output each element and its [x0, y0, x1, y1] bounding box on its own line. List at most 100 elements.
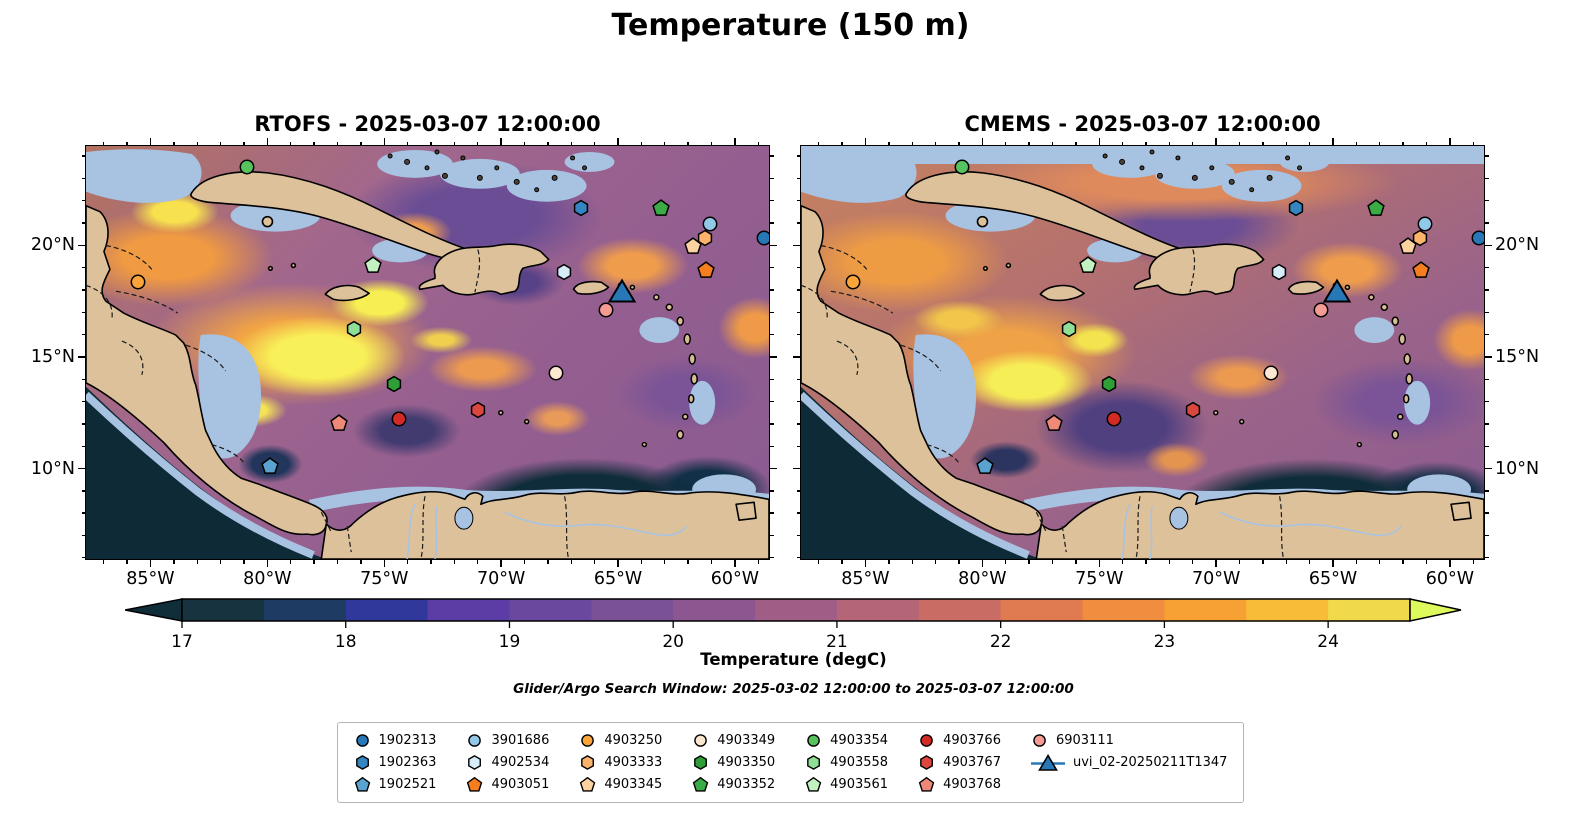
- colorbar-tick-label: 22: [989, 632, 1012, 652]
- axis-tick: [981, 138, 984, 145]
- hexagon-legend-icon: [581, 755, 595, 770]
- legend-entry-4902534: 4902534: [466, 752, 549, 773]
- marker-4903345: [1399, 237, 1417, 254]
- axis-tick: [547, 560, 549, 564]
- axis-tick: [1485, 155, 1489, 157]
- axis-tick: [793, 244, 800, 247]
- axis-tick: [1485, 467, 1492, 470]
- axis-tick: [770, 557, 774, 559]
- legend-column: 4903349 4903350 4903352: [692, 730, 775, 795]
- marker-4903349: [548, 365, 564, 381]
- axis-tick: [430, 560, 432, 564]
- axis-tick: [934, 141, 937, 145]
- marker-4903349: [1263, 365, 1279, 381]
- axis-tick: [1168, 560, 1171, 564]
- pentagon-legend-icon: [692, 776, 709, 792]
- legend-entry-4903350: 4903350: [692, 752, 775, 773]
- legend-entry-1902521: 1902521: [354, 774, 436, 795]
- axis-tick-label: 80°W: [958, 569, 1007, 589]
- axis-tick: [1005, 560, 1007, 564]
- axis-tick: [81, 534, 85, 537]
- axis-tick: [770, 244, 777, 247]
- marker-4903250: [845, 274, 861, 290]
- axis-tick: [1355, 560, 1358, 564]
- axis-tick-label: 75°W: [360, 569, 409, 589]
- axis-tick: [617, 560, 619, 567]
- circle-legend-icon: [694, 734, 708, 747]
- axis-tick: [770, 356, 777, 358]
- legend-entry-1902313: 1902313: [354, 730, 436, 751]
- axis-tick: [864, 138, 867, 145]
- marker-1902313: [756, 230, 769, 246]
- legend-entry-4903345: 4903345: [579, 774, 662, 795]
- hexagon-legend-icon: [694, 755, 708, 770]
- axis-tick: [149, 560, 152, 567]
- axis-tick: [81, 222, 85, 224]
- legend-label: 3901686: [491, 733, 550, 748]
- axis-tick: [796, 200, 800, 202]
- axis-tick: [149, 138, 152, 145]
- axis-tick: [1075, 560, 1077, 564]
- legend: 1902313 1902363 1902521 3901686 4902534 49030…: [336, 722, 1245, 803]
- axis-tick: [1215, 560, 1217, 567]
- legend-entry-4903333: 4903333: [579, 752, 662, 773]
- axis-tick: [640, 560, 643, 564]
- axis-tick: [1485, 445, 1489, 447]
- hexagon-legend-icon: [468, 755, 482, 770]
- axis-tick: [1145, 560, 1147, 564]
- axis-tick: [1308, 560, 1311, 564]
- axis-tick: [1425, 141, 1428, 145]
- axis-tick: [888, 560, 890, 564]
- circle-legend-icon: [1033, 734, 1046, 747]
- legend-entry-4903766: 4903766: [918, 730, 1001, 751]
- axis-tick: [1485, 557, 1489, 559]
- legend-label: 4903345: [604, 777, 663, 792]
- axis-tick: [1168, 141, 1171, 145]
- pentagon-legend-icon: [354, 776, 370, 792]
- axis-tick: [1485, 289, 1489, 291]
- marker-4903766: [391, 411, 407, 427]
- axis-tick: [1308, 141, 1311, 145]
- axis-tick: [1285, 141, 1287, 145]
- axis-tick: [1238, 141, 1241, 145]
- legend-label: 1902363: [378, 755, 437, 770]
- legend-entry-4903768: 4903768: [918, 774, 1001, 795]
- pentagon-legend-icon: [467, 776, 483, 792]
- axis-tick: [770, 445, 774, 447]
- axis-tick: [770, 289, 774, 291]
- legend-column: 6903111 uvi_02-20250211T1347: [1030, 730, 1227, 795]
- circle-legend-icon: [920, 734, 933, 747]
- circle-legend-icon: [807, 734, 820, 747]
- rtofs-panel-title: RTOFS - 2025-03-07 12:00:00: [254, 112, 601, 136]
- axis-tick: [1051, 141, 1054, 145]
- axis-tick: [290, 141, 292, 145]
- axis-tick: [818, 141, 820, 145]
- marker-4903766: [1106, 411, 1122, 427]
- marker-4903354: [239, 159, 254, 175]
- axis-tick: [81, 490, 85, 492]
- legend-label: 4903349: [717, 733, 776, 748]
- legend-column: 4903766 4903767 4903768: [918, 730, 1001, 795]
- colorbar-tick-label: 24: [1317, 632, 1339, 652]
- axis-tick: [796, 512, 800, 514]
- axis-tick: [1485, 244, 1492, 247]
- axis-tick: [981, 560, 984, 567]
- marker-4903558: [347, 320, 362, 338]
- hexagon-legend-icon: [807, 755, 821, 770]
- pentagon-legend-icon: [805, 776, 822, 792]
- circle-legend-icon: [468, 734, 482, 747]
- legend-label: 4903350: [717, 755, 776, 770]
- legend-entry-4903561: 4903561: [805, 774, 888, 795]
- axis-tick-label: 65°W: [593, 569, 643, 589]
- axis-tick: [796, 400, 800, 403]
- axis-tick: [1472, 141, 1474, 145]
- circle-legend-icon: [581, 734, 595, 747]
- axis-tick: [617, 138, 619, 145]
- marker-4903558: [1062, 320, 1077, 338]
- marker-4903345: [684, 237, 702, 254]
- axis-tick: [477, 141, 479, 145]
- axis-tick: [734, 138, 736, 145]
- legend-label: 4903333: [604, 755, 663, 770]
- marker-4903767: [470, 401, 486, 419]
- axis-tick: [406, 560, 409, 564]
